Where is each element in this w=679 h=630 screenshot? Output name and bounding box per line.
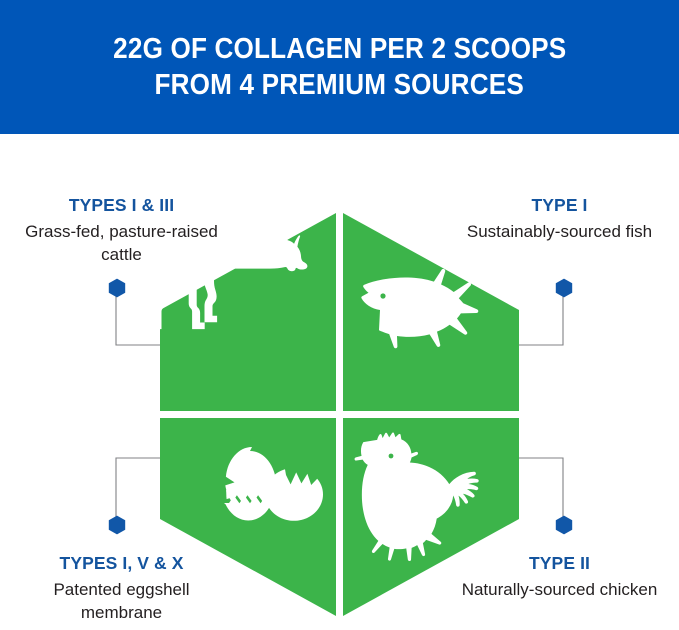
fish-eye — [380, 293, 386, 299]
source-label-bottom-right: TYPE II Naturally-sourced chicken — [452, 553, 667, 601]
marker-hexagon-top-right — [555, 278, 573, 298]
source-title-bottom-left: TYPES I, V & X — [59, 553, 184, 573]
source-desc-top-left: Grass-fed, pasture-raised cattle — [25, 221, 218, 264]
egg-crack-notch — [226, 490, 236, 500]
source-label-top-right: TYPE I Sustainably-sourced fish — [452, 195, 667, 243]
fish-icon — [361, 268, 479, 349]
egg-icon — [223, 447, 323, 521]
cow-icon — [135, 206, 308, 330]
chicken-icon — [354, 432, 479, 562]
egg-broken-shell — [265, 469, 323, 521]
egg-whole-top — [225, 447, 277, 503]
marker-hexagon-bottom-left — [108, 515, 126, 535]
connector-line-top-right — [517, 294, 564, 346]
source-desc-top-right: Sustainably-sourced fish — [466, 221, 653, 241]
source-desc-bottom-right: Naturally-sourced chicken — [461, 579, 658, 599]
source-title-bottom-right: TYPE II — [529, 553, 590, 573]
connector-line-bottom-left — [115, 457, 162, 525]
headline-line-1: 22G OF COLLAGEN PER 2 SCOOPS — [112, 32, 567, 65]
source-title-top-right: TYPE I — [531, 195, 588, 215]
source-desc-bottom-left: Patented eggshell membrane — [53, 579, 190, 622]
source-label-bottom-left: TYPES I, V & X Patented eggshell membran… — [14, 553, 229, 624]
header-banner: 22G OF COLLAGEN PER 2 SCOOPS FROM 4 PREM… — [0, 0, 679, 134]
source-title-top-left: TYPES I & III — [68, 195, 175, 215]
connector-line-top-left — [115, 294, 162, 346]
hexagon-diagram-svg — [115, 206, 564, 616]
source-label-top-left: TYPES I & III Grass-fed, pasture-raised … — [14, 195, 229, 266]
connector-lines — [115, 294, 564, 525]
headline-line-2: FROM 4 PREMIUM SOURCES — [154, 69, 525, 101]
chicken-eye — [388, 453, 394, 459]
collagen-sources-diagram — [0, 134, 679, 630]
connector-line-bottom-right — [517, 457, 564, 525]
marker-hexagon-top-left — [108, 278, 126, 298]
marker-hexagon-bottom-right — [555, 515, 573, 535]
egg-whole-bottom — [223, 495, 272, 521]
